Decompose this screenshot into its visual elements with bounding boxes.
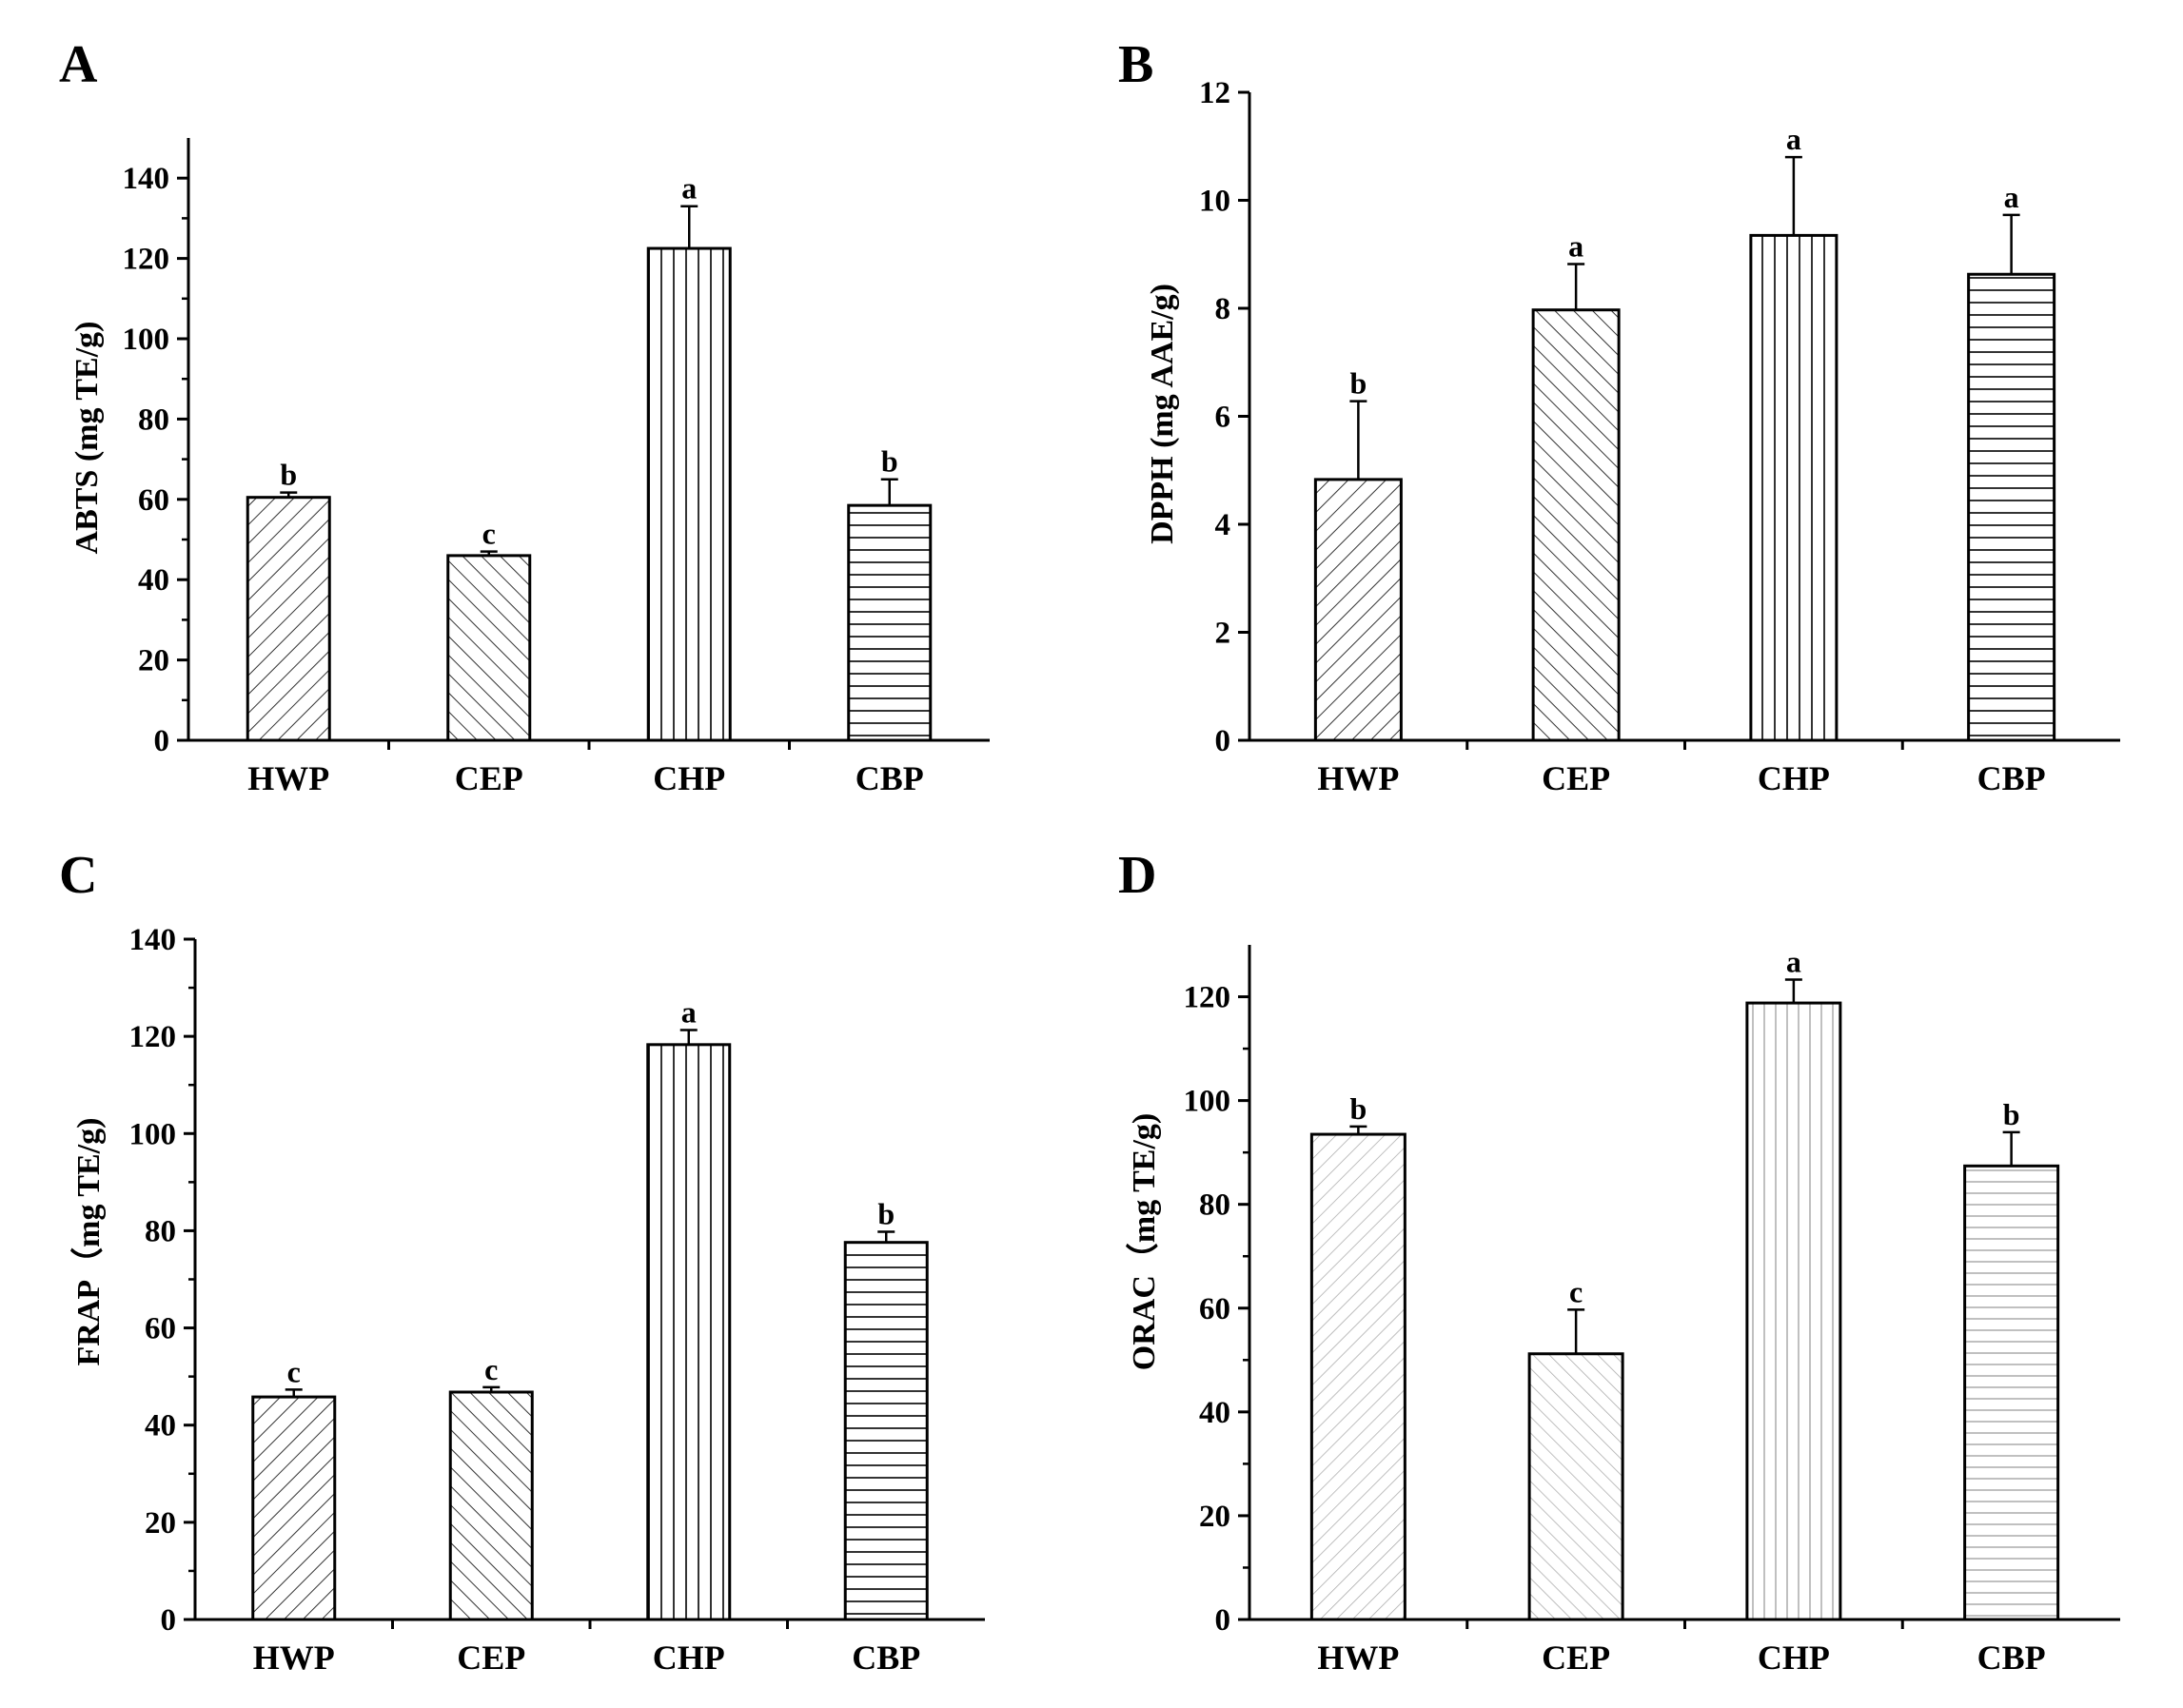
category-label: CBP [1977, 1639, 2046, 1677]
significance-label: b [280, 458, 297, 492]
category-label: CEP [457, 1639, 525, 1677]
y-tick-label: 60 [145, 1312, 176, 1346]
panel-a: A b HWP c CEP a CHP b CBP 0 20 40 60 80 100 120 140 ABT… [59, 35, 990, 797]
y-tick-label: 80 [138, 402, 169, 437]
y-tick-label: 20 [1199, 1500, 1230, 1534]
category-label: HWP [1317, 759, 1399, 797]
y-tick-label: 10 [1199, 185, 1230, 219]
category-label: CBP [852, 1639, 920, 1677]
category-label: HWP [253, 1639, 335, 1677]
significance-label: c [484, 1352, 498, 1386]
panel-letter: B [1118, 35, 1153, 94]
y-axis-title: ORAC（mg TE/g) [1125, 1113, 1162, 1370]
bar [847, 503, 933, 742]
panel-b: B b HWP a CEP a CHP a CBP 0 2 4 6 8 10 12 DPPH (mg AAE… [1118, 35, 2120, 797]
significance-label: a [681, 171, 697, 206]
category-label: HWP [1317, 1639, 1399, 1677]
y-tick-label: 0 [154, 724, 170, 758]
significance-label: c [1569, 1274, 1583, 1308]
y-axis-title: FRAP（mg TE/g) [69, 1118, 107, 1366]
y-tick-label: 8 [1215, 292, 1231, 326]
significance-label: b [877, 1196, 895, 1230]
plot-area: c HWP c CEP a CHP b CBP 0 20 40 60 80 100 120 140 [129, 923, 985, 1677]
bar [1313, 478, 1403, 742]
bar [1963, 1164, 2060, 1621]
category-label: CHP [653, 1639, 725, 1677]
category-label: HWP [247, 759, 329, 797]
y-tick-label: 80 [1199, 1188, 1230, 1223]
significance-label: a [1786, 945, 1801, 979]
y-tick-label: 40 [138, 563, 169, 598]
y-tick-label: 60 [138, 483, 169, 518]
y-tick-label: 4 [1215, 508, 1231, 542]
y-tick-label: 100 [129, 1117, 177, 1151]
panel-c: C c HWP c CEP a CHP b CBP 0 20 40 60 80 100 120 140 FRA… [59, 846, 985, 1677]
panel-letter: A [59, 35, 98, 94]
bar [446, 554, 532, 742]
y-axis-title: ABTS (mg TE/g) [69, 322, 105, 555]
y-tick-label: 100 [123, 323, 170, 357]
plot-area: b HWP a CEP a CHP a CBP 0 2 4 6 8 10 12 [1199, 76, 2120, 797]
bar [1527, 1352, 1624, 1621]
significance-label: b [1349, 366, 1367, 401]
bar [1309, 1132, 1406, 1621]
panel-d: D b HWP c CEP a CHP b CBP 0 20 40 60 80 100 120 ORAC（m… [1118, 846, 2120, 1677]
category-label: CHP [1758, 759, 1830, 797]
category-label: CBP [856, 759, 924, 797]
significance-label: a [2004, 180, 2019, 214]
bar [1531, 308, 1621, 742]
bar [646, 1043, 732, 1621]
y-tick-label: 120 [129, 1020, 177, 1054]
y-tick-label: 0 [161, 1603, 177, 1638]
category-label: CEP [1542, 759, 1610, 797]
plot-area: b HWP c CEP a CHP b CBP 0 20 40 60 80 100 120 [1184, 945, 2120, 1677]
panel-letter: C [59, 846, 97, 905]
significance-label: c [287, 1354, 301, 1388]
category-label: CEP [455, 759, 523, 797]
significance-label: b [1349, 1091, 1367, 1126]
y-tick-label: 40 [1199, 1396, 1230, 1430]
y-tick-label: 140 [123, 162, 170, 196]
bar [246, 496, 331, 742]
y-tick-label: 60 [1199, 1292, 1230, 1326]
y-tick-label: 6 [1215, 401, 1231, 435]
bar [1749, 233, 1839, 742]
bar [251, 1395, 337, 1621]
y-tick-label: 80 [145, 1214, 176, 1248]
y-tick-label: 20 [145, 1506, 176, 1541]
category-label: CBP [1977, 759, 2046, 797]
plot-area: b HWP c CEP a CHP b CBP 0 20 40 60 80 100 120 140 [123, 138, 990, 797]
significance-label: c [482, 517, 496, 551]
significance-label: a [681, 995, 697, 1030]
significance-label: a [1786, 122, 1801, 156]
category-label: CHP [653, 759, 725, 797]
y-axis-title: DPPH (mg AAE/g) [1145, 284, 1180, 544]
bar [1967, 272, 2056, 742]
bar [646, 246, 732, 742]
panel-letter: D [1118, 846, 1156, 905]
y-tick-label: 20 [138, 644, 169, 678]
y-tick-label: 120 [1184, 981, 1231, 1015]
y-tick-label: 0 [1215, 724, 1231, 758]
y-tick-label: 12 [1199, 76, 1230, 110]
category-label: CHP [1758, 1639, 1830, 1677]
significance-label: b [881, 444, 898, 479]
bar [1745, 1001, 1842, 1621]
bar [448, 1390, 534, 1621]
y-tick-label: 120 [123, 243, 170, 277]
y-tick-label: 2 [1215, 617, 1231, 651]
significance-label: b [2003, 1097, 2020, 1131]
y-tick-label: 100 [1184, 1085, 1231, 1119]
y-tick-label: 140 [129, 923, 177, 957]
category-label: CEP [1542, 1639, 1610, 1677]
y-tick-label: 40 [145, 1409, 176, 1443]
significance-label: a [1568, 228, 1583, 263]
y-tick-label: 0 [1215, 1603, 1231, 1638]
bar [843, 1241, 929, 1621]
